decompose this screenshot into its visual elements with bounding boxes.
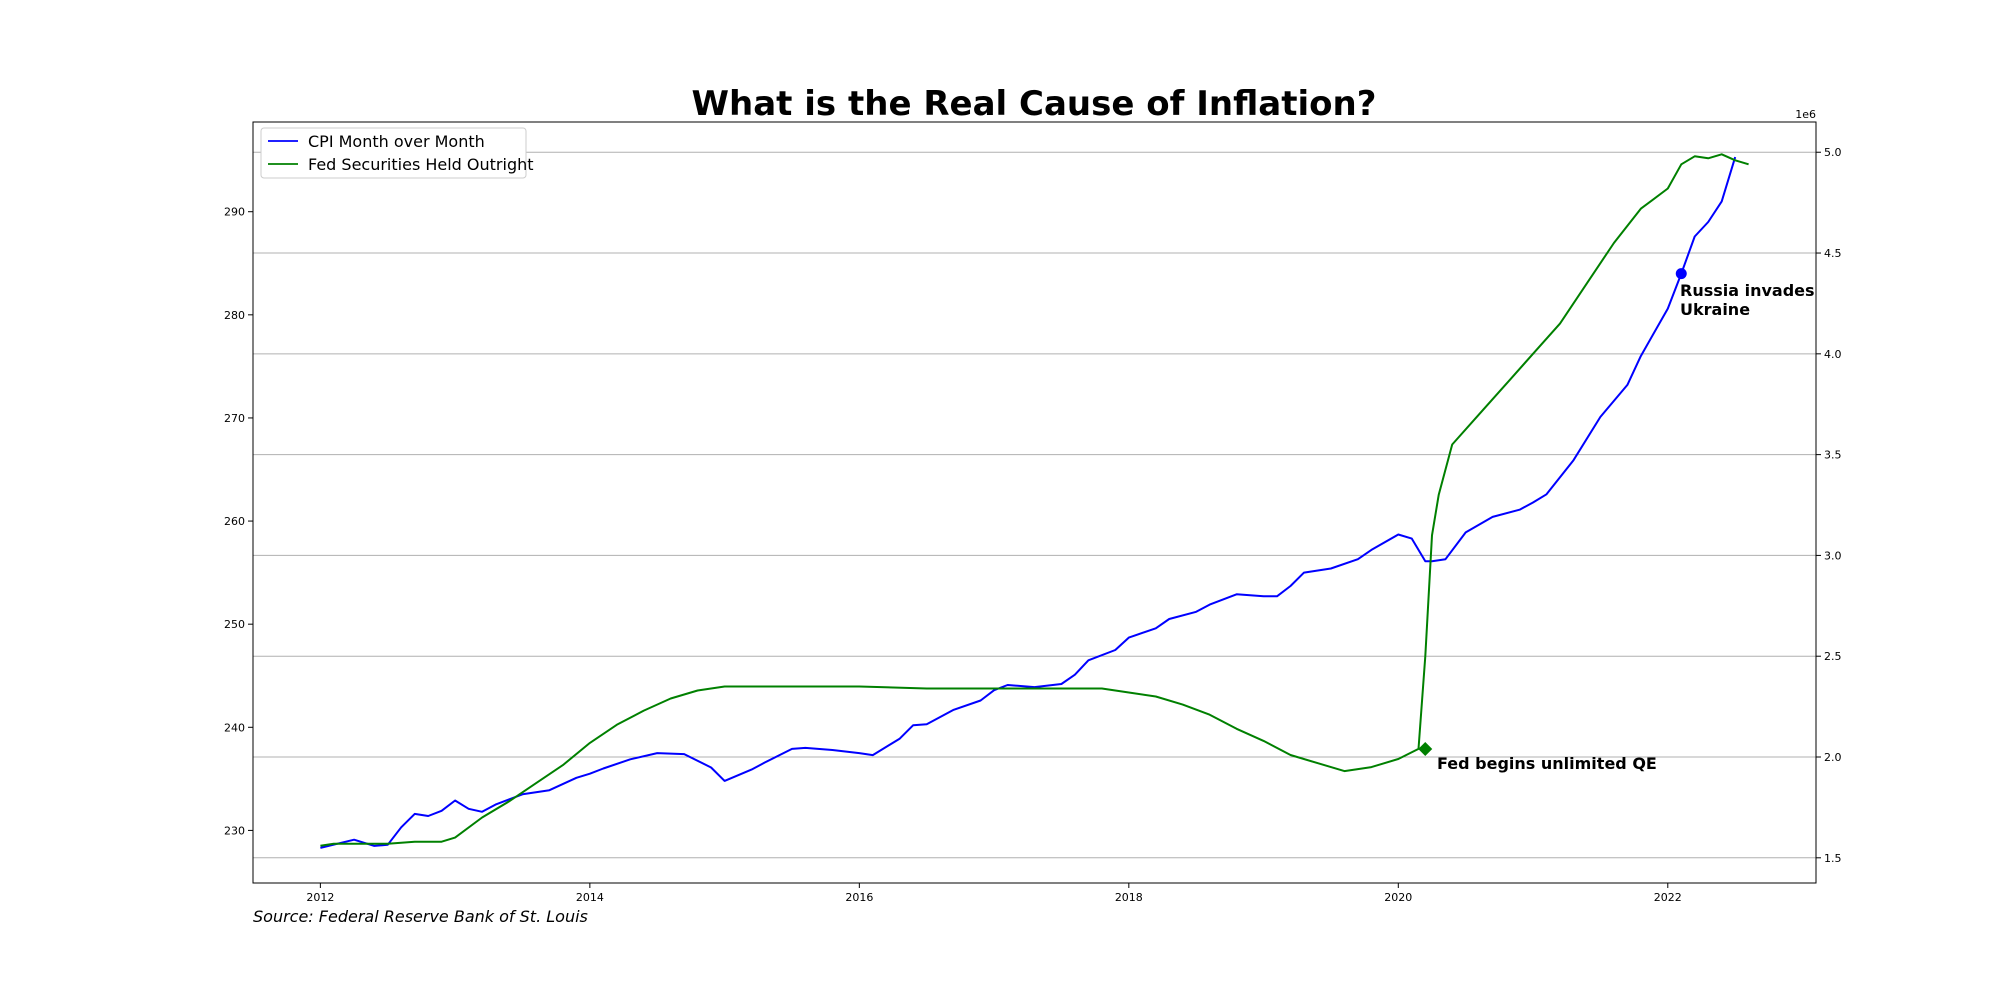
y-left-tick-label: 240 (224, 721, 245, 734)
annotation-marker-diamond (1418, 741, 1433, 756)
x-tick-label: 2016 (845, 891, 873, 904)
source-note: Source: Federal Reserve Bank of St. Loui… (253, 907, 588, 926)
series-line-cpi (320, 156, 1737, 849)
gridlines (253, 151, 1816, 859)
y-left-tick-label: 260 (224, 515, 245, 528)
x-tick-label: 2014 (576, 891, 604, 904)
annotation-marker-circle (1675, 268, 1687, 280)
x-axis: 2012 2014 2016 2018 2020 2022 (306, 883, 1682, 904)
x-tick-label: 2018 (1115, 891, 1143, 904)
y-right-tick-label: 3.0 (1824, 549, 1842, 562)
legend-box (260, 127, 527, 179)
annotation-markers (1418, 268, 1687, 756)
y-left-tick-label: 250 (224, 618, 245, 631)
y-right-tick-label: 4.5 (1824, 247, 1842, 260)
y-right-tick-label: 2.0 (1824, 751, 1842, 764)
y-right-tick-label: 2.5 (1824, 650, 1842, 663)
x-tick-label: 2020 (1384, 891, 1412, 904)
plot-frame (252, 121, 1817, 884)
y-left-tick-label: 290 (224, 206, 245, 219)
legend-label-cpi: CPI Month over Month (308, 132, 485, 151)
legend: CPI Month over Month Fed Securities Held… (260, 127, 534, 179)
y-axis-right: 1.5 2.0 2.5 3.0 3.5 4.0 4.5 5.0 (1816, 146, 1842, 865)
y-left-tick-label: 270 (224, 412, 245, 425)
chart-title: What is the Real Cause of Inflation? (692, 84, 1377, 124)
y-right-offset-text: 1e6 (1795, 108, 1816, 121)
series-lines (320, 153, 1749, 849)
y-axis-left: 230 240 250 260 270 280 290 (224, 206, 253, 837)
annotation-russia-line1: Russia invades (1680, 281, 1815, 300)
y-left-tick-label: 230 (224, 824, 245, 837)
y-right-tick-label: 4.0 (1824, 348, 1842, 361)
series-line-fed-securities (320, 153, 1749, 847)
legend-label-fed: Fed Securities Held Outright (308, 155, 534, 174)
annotation-fed-qe: Fed begins unlimited QE (1437, 754, 1657, 773)
y-right-tick-label: 5.0 (1824, 146, 1842, 159)
y-left-tick-label: 280 (224, 309, 245, 322)
y-right-tick-label: 1.5 (1824, 852, 1842, 865)
y-right-tick-label: 3.5 (1824, 449, 1842, 462)
x-tick-label: 2022 (1654, 891, 1682, 904)
x-tick-label: 2012 (306, 891, 334, 904)
annotation-russia-line2: Ukraine (1680, 300, 1750, 319)
